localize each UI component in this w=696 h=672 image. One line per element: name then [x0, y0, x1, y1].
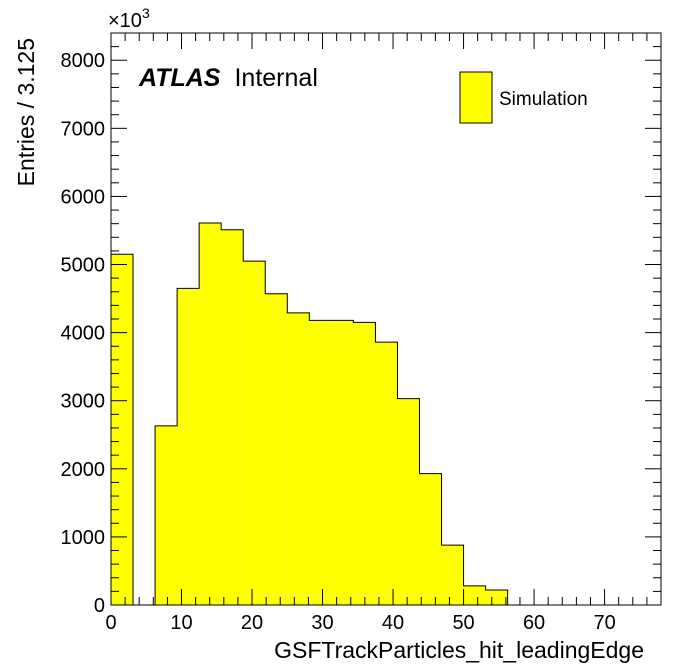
y-tick-label: 7000 [61, 118, 106, 140]
histogram-bar [155, 425, 178, 605]
histogram-bar [199, 222, 222, 605]
y-axis-title: Entries / 3.125 [13, 38, 39, 186]
histogram-bar [265, 293, 288, 605]
histogram-bar [441, 545, 464, 605]
histogram-bar [177, 288, 200, 605]
legend-swatch-simulation [459, 71, 493, 124]
x-tick-labels: 0 10 20 30 40 50 60 70 [105, 612, 615, 634]
y-multiplier-exponent: 3 [142, 5, 150, 21]
x-tick-label: 0 [105, 612, 116, 634]
atlas-label-bold: ATLAS [138, 64, 221, 92]
y-tick-label: 6000 [61, 186, 106, 208]
atlas-label-internal: Internal [234, 64, 317, 92]
atlas-label: ATLAS Internal [138, 64, 318, 92]
y-axis-multiplier: ×103 [108, 5, 150, 32]
x-axis-title: GSFTrackParticles_hit_leadingEdge [274, 637, 644, 663]
histogram-bar [353, 322, 376, 605]
histogram-bar [463, 585, 486, 605]
histogram-bars [110, 222, 509, 606]
y-tick-label: 4000 [61, 323, 106, 345]
x-tick-label: 50 [452, 612, 474, 634]
y-tick-label: 8000 [61, 50, 106, 72]
y-tick-label: 0 [94, 595, 105, 617]
legend-label-simulation: Simulation [499, 89, 588, 110]
histogram-bar [331, 320, 354, 605]
y-tick-label: 2000 [61, 459, 106, 481]
y-tick-label: 3000 [61, 391, 106, 413]
histogram-bar [309, 320, 332, 605]
histogram-bar [243, 261, 266, 605]
axis-ticks [110, 32, 662, 606]
histogram-bar [485, 590, 508, 605]
y-tick-labels: 0 1000 2000 3000 4000 5000 6000 7000 8000 [61, 50, 106, 617]
histogram-bar [375, 342, 398, 605]
histogram-bar [397, 398, 420, 605]
x-tick-label: 60 [523, 612, 545, 634]
x-tick-label: 70 [593, 612, 615, 634]
histogram-bar [221, 229, 244, 606]
x-tick-label: 30 [311, 612, 333, 634]
x-tick-label: 20 [241, 612, 263, 634]
y-tick-label: 1000 [61, 527, 106, 549]
histogram-bar [287, 312, 310, 605]
histogram-bar [419, 473, 442, 605]
x-tick-label: 40 [382, 612, 404, 634]
y-multiplier-prefix: ×10 [108, 10, 142, 32]
y-tick-label: 5000 [61, 255, 106, 277]
histogram-bar [111, 254, 134, 606]
x-tick-label: 10 [170, 612, 192, 634]
